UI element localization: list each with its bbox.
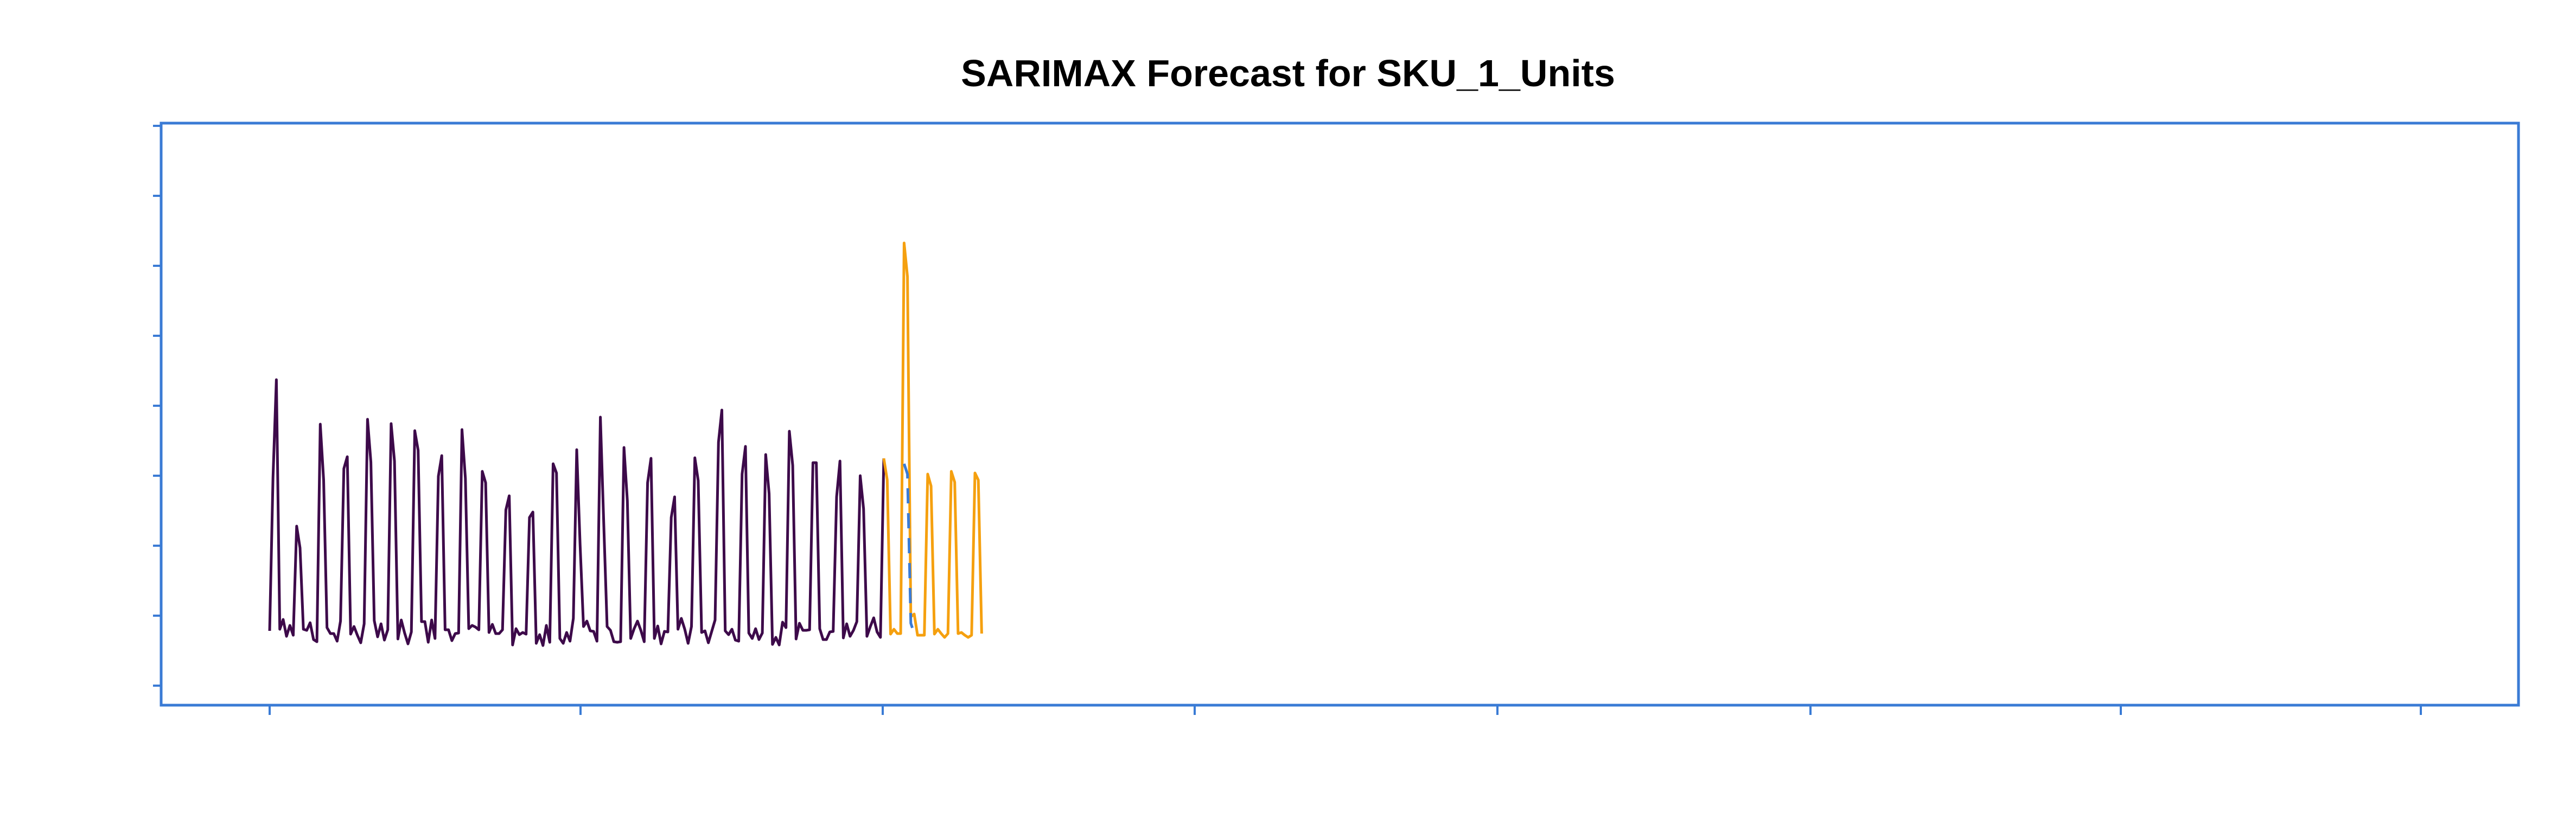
series [268,241,983,647]
history-series-line [268,378,885,647]
forecast-series-line [882,241,983,639]
x-ticks [269,705,2422,715]
y-ticks [153,125,161,687]
chart-title: SARIMAX Forecast for SKU_1_Units [961,52,1615,94]
dashed-series-line [903,463,916,634]
axes [160,122,2520,707]
plot-frame [160,122,2520,707]
